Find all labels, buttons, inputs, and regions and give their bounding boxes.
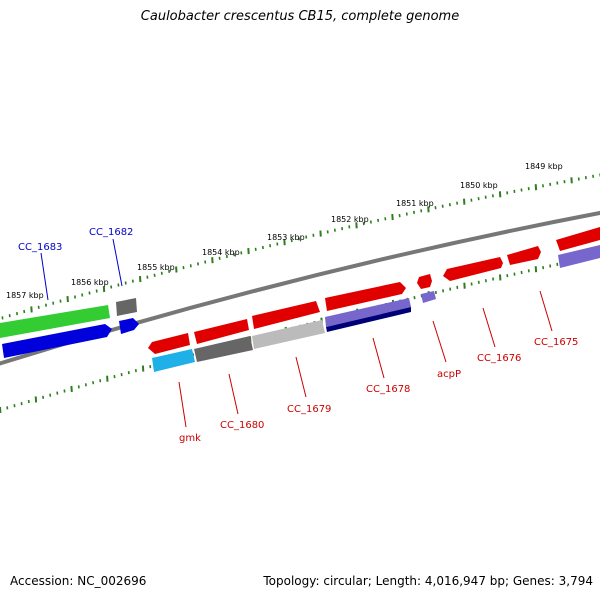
label-acpP[interactable]: acpP	[437, 369, 461, 380]
scale-label-1853: 1853 kbp	[267, 233, 305, 242]
outer-scale-ticks	[1, 173, 600, 320]
leader-cc1678	[372, 337, 385, 379]
gene-cc1680-lower[interactable]	[194, 336, 253, 362]
scale-label-1856: 1856 kbp	[71, 278, 109, 287]
scale-label-1857: 1857 kbp	[6, 291, 44, 300]
leader-cc1682	[112, 238, 123, 287]
label-cc1682[interactable]: CC_1682	[89, 227, 133, 238]
label-cc1679[interactable]: CC_1679	[287, 404, 331, 415]
gene-cc1682-top[interactable]	[116, 298, 137, 316]
gene-gmk-lower[interactable]	[152, 349, 195, 372]
gene-cc1679[interactable]	[252, 301, 320, 329]
label-cc1680[interactable]: CC_1680	[220, 420, 264, 431]
gene-cc1678-navy	[326, 307, 411, 332]
leader-cc1683	[40, 252, 49, 301]
gene-acpP-lower[interactable]	[421, 291, 436, 303]
scale-label-1849: 1849 kbp	[525, 162, 563, 171]
label-cc1678[interactable]: CC_1678	[366, 384, 410, 395]
gene-cc1683[interactable]	[0, 305, 110, 338]
genome-summary: Topology: circular; Length: 4,016,947 bp…	[263, 574, 593, 588]
leader-acpP	[432, 320, 447, 363]
gene-cc1675-top[interactable]	[556, 227, 600, 251]
label-cc1675[interactable]: CC_1675	[534, 337, 578, 348]
leader-gmk	[178, 381, 187, 428]
leader-cc1679	[295, 356, 307, 398]
gene-cc1678[interactable]	[325, 282, 406, 311]
gene-cc1675-lower[interactable]	[558, 245, 600, 268]
gene-cc1677[interactable]	[443, 257, 503, 281]
scale-label-1852: 1852 kbp	[331, 215, 369, 224]
gene-cc1680[interactable]	[194, 319, 249, 344]
scale-label-1851: 1851 kbp	[396, 199, 434, 208]
gene-cc1679-lower[interactable]	[252, 320, 325, 349]
leader-cc1680	[228, 373, 239, 415]
gene-acpP[interactable]	[417, 274, 432, 289]
gene-cc1684[interactable]	[2, 324, 112, 358]
leader-cc1676	[482, 307, 496, 348]
scale-label-1855: 1855 kbp	[137, 263, 175, 272]
label-cc1683[interactable]: CC_1683	[18, 242, 62, 253]
gene-gmk[interactable]	[148, 333, 190, 354]
map-title: Caulobacter crescentus CB15, complete ge…	[140, 9, 460, 24]
label-cc1676[interactable]: CC_1676	[477, 353, 521, 364]
leader-cc1675	[539, 290, 553, 332]
gene-cc1678-lower[interactable]	[325, 298, 411, 327]
gene-cc1682[interactable]	[119, 318, 139, 334]
scale-label-1850: 1850 kbp	[460, 181, 498, 190]
accession-label: Accession: NC_002696	[10, 574, 147, 588]
label-gmk[interactable]: gmk	[179, 433, 201, 444]
gene-cc1676[interactable]	[507, 246, 541, 265]
scale-label-1854: 1854 kbp	[202, 248, 240, 257]
